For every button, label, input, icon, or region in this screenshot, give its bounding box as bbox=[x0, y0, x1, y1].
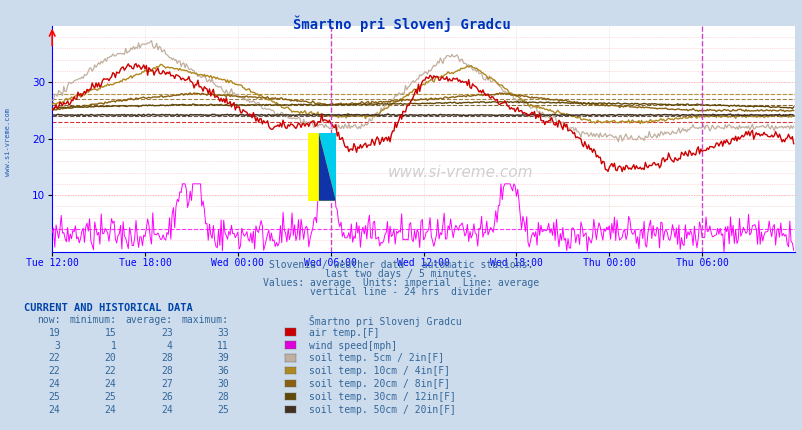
Text: 20: 20 bbox=[104, 353, 116, 363]
Text: 25: 25 bbox=[217, 405, 229, 415]
Text: 24: 24 bbox=[104, 379, 116, 389]
Text: 25: 25 bbox=[104, 392, 116, 402]
Text: 24: 24 bbox=[48, 405, 60, 415]
Text: soil temp. 10cm / 4in[F]: soil temp. 10cm / 4in[F] bbox=[309, 366, 450, 376]
Text: 15: 15 bbox=[104, 328, 116, 338]
Text: 19: 19 bbox=[48, 328, 60, 338]
Text: maximum:: maximum: bbox=[181, 315, 229, 325]
Text: 28: 28 bbox=[160, 366, 172, 376]
Text: soil temp. 20cm / 8in[F]: soil temp. 20cm / 8in[F] bbox=[309, 379, 450, 389]
Text: now:: now: bbox=[37, 315, 60, 325]
Text: 4: 4 bbox=[167, 341, 172, 350]
Text: last two days / 5 minutes.: last two days / 5 minutes. bbox=[325, 269, 477, 279]
Text: 22: 22 bbox=[48, 353, 60, 363]
Text: 28: 28 bbox=[217, 392, 229, 402]
Text: 22: 22 bbox=[104, 366, 116, 376]
Text: 11: 11 bbox=[217, 341, 229, 350]
Text: CURRENT AND HISTORICAL DATA: CURRENT AND HISTORICAL DATA bbox=[24, 303, 192, 313]
Text: soil temp. 30cm / 12in[F]: soil temp. 30cm / 12in[F] bbox=[309, 392, 456, 402]
Text: 3: 3 bbox=[55, 341, 60, 350]
Text: air temp.[F]: air temp.[F] bbox=[309, 328, 379, 338]
Bar bbox=[307, 133, 335, 201]
Text: average:: average: bbox=[125, 315, 172, 325]
Text: 24: 24 bbox=[160, 405, 172, 415]
Text: www.si-vreme.com: www.si-vreme.com bbox=[5, 108, 11, 176]
Text: Šmartno pri Slovenj Gradcu: Šmartno pri Slovenj Gradcu bbox=[309, 315, 461, 327]
Text: vertical line - 24 hrs  divider: vertical line - 24 hrs divider bbox=[310, 287, 492, 297]
Polygon shape bbox=[318, 133, 335, 201]
Text: wind speed[mph]: wind speed[mph] bbox=[309, 341, 397, 350]
Text: 33: 33 bbox=[217, 328, 229, 338]
Text: 23: 23 bbox=[160, 328, 172, 338]
Text: 28: 28 bbox=[160, 353, 172, 363]
Text: 26: 26 bbox=[160, 392, 172, 402]
Text: 27: 27 bbox=[160, 379, 172, 389]
Text: soil temp. 5cm / 2in[F]: soil temp. 5cm / 2in[F] bbox=[309, 353, 444, 363]
Text: 24: 24 bbox=[48, 379, 60, 389]
Text: 25: 25 bbox=[48, 392, 60, 402]
Text: www.si-vreme.com: www.si-vreme.com bbox=[387, 165, 533, 180]
Text: 22: 22 bbox=[48, 366, 60, 376]
Text: 1: 1 bbox=[111, 341, 116, 350]
Polygon shape bbox=[318, 133, 335, 201]
Text: 30: 30 bbox=[217, 379, 229, 389]
Text: Values: average  Units: imperial  Line: average: Values: average Units: imperial Line: av… bbox=[263, 278, 539, 288]
Text: 36: 36 bbox=[217, 366, 229, 376]
Text: 24: 24 bbox=[104, 405, 116, 415]
Text: soil temp. 50cm / 20in[F]: soil temp. 50cm / 20in[F] bbox=[309, 405, 456, 415]
Text: Šmartno pri Slovenj Gradcu: Šmartno pri Slovenj Gradcu bbox=[292, 15, 510, 31]
Text: minimum:: minimum: bbox=[69, 315, 116, 325]
Text: 39: 39 bbox=[217, 353, 229, 363]
Text: Slovenia / weather data - automatic stations.: Slovenia / weather data - automatic stat… bbox=[269, 260, 533, 270]
